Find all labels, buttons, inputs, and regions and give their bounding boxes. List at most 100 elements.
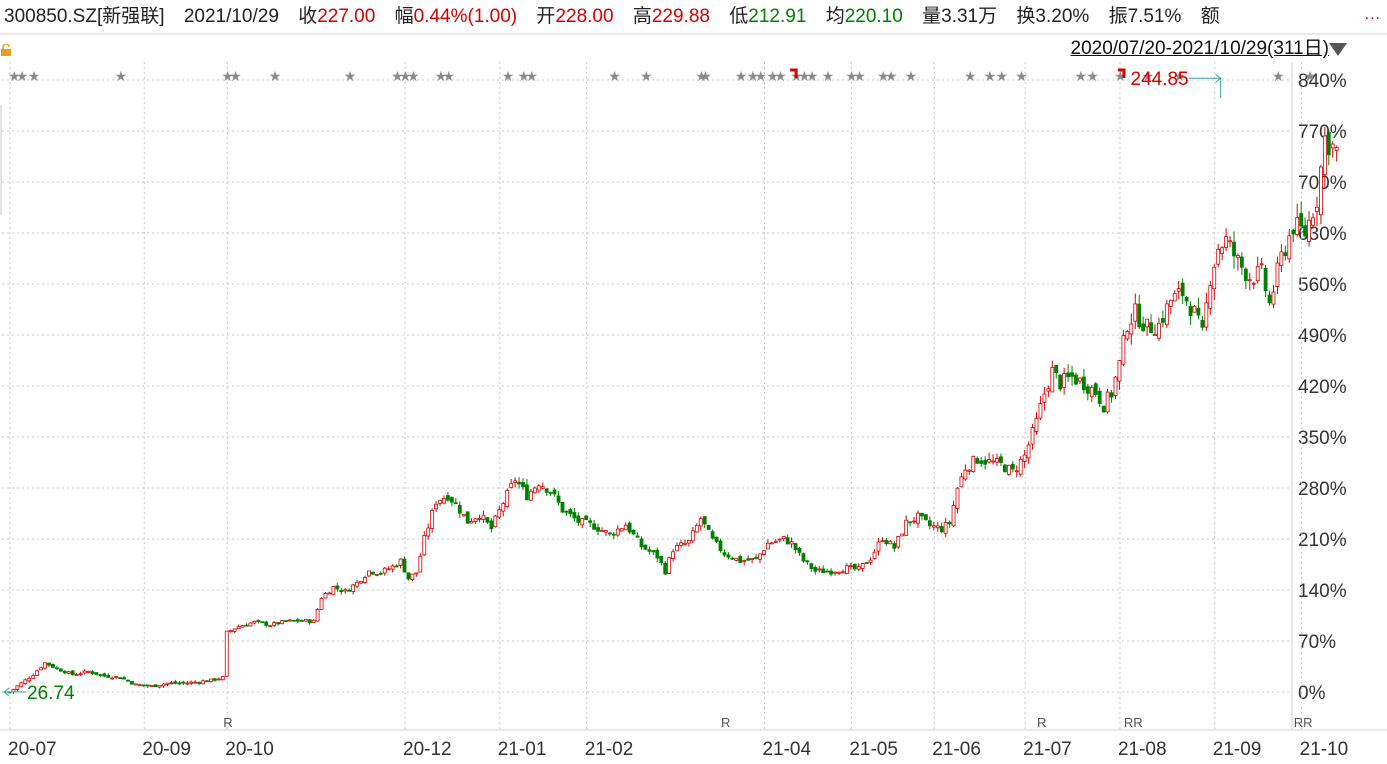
candle-body: [363, 577, 367, 583]
more-options-icon[interactable]: ...: [1364, 6, 1381, 23]
candle-body: [493, 515, 498, 528]
candle-body: [710, 531, 715, 539]
candle-body: [31, 675, 36, 679]
candle-body: [631, 529, 636, 535]
candle-body: [212, 678, 217, 681]
candle-body: [106, 675, 111, 678]
candle-body: [1204, 302, 1209, 328]
candle-body: [422, 535, 427, 556]
candle-body: [892, 543, 897, 549]
candle-body: [908, 521, 912, 524]
low-value: 212.91: [748, 6, 807, 27]
y-tick-label: 840%: [1298, 71, 1347, 92]
candle-body: [446, 495, 450, 501]
x-tick-label: 20-10: [225, 739, 274, 760]
candle-body: [1259, 263, 1264, 266]
candle-body: [690, 530, 695, 542]
date-range-selector[interactable]: 2020/07/20-2021/10/29(311日): [1070, 38, 1329, 59]
candle-body: [1299, 213, 1304, 227]
candle-body: [1188, 306, 1193, 317]
candle-body: [920, 512, 924, 517]
candle-body: [1247, 279, 1252, 282]
candle-body: [406, 572, 411, 580]
candle-body: [560, 501, 565, 513]
candle-body: [1180, 282, 1185, 296]
candle-body: [1255, 265, 1260, 282]
event-star-icon: ★: [964, 69, 977, 85]
candle-body: [1283, 252, 1288, 257]
candle-body: [845, 565, 849, 574]
lock-icon[interactable]: [0, 44, 12, 56]
candle-body: [651, 550, 656, 553]
candle-body: [477, 518, 482, 520]
candle-body: [841, 571, 845, 574]
candle-body: [1101, 405, 1106, 413]
candle-body: [825, 570, 830, 573]
candle-body: [746, 558, 751, 561]
candle-body: [900, 533, 905, 537]
event-star-icon: ★: [1272, 69, 1285, 85]
candle-body: [509, 483, 514, 488]
candle-body: [995, 458, 999, 463]
candle-body: [1236, 255, 1240, 259]
event-star-icon: ★: [1075, 69, 1088, 85]
candle-body: [1330, 143, 1335, 149]
candle-body: [766, 542, 770, 550]
candle-body: [55, 667, 59, 670]
candle-body: [264, 621, 269, 626]
candle-body: [173, 681, 178, 684]
candle-body: [805, 560, 810, 563]
candle-body: [181, 681, 186, 684]
candle-body: [1046, 388, 1051, 392]
candle-body: [568, 509, 573, 515]
candle-body: [1153, 333, 1157, 337]
candle-body: [1287, 235, 1292, 260]
event-star-icon: ★: [1086, 69, 1099, 85]
candle-body: [232, 628, 237, 632]
candle-body: [762, 550, 766, 555]
candle-body: [876, 541, 881, 552]
event-star-icon: ★: [695, 69, 708, 85]
candle-body: [469, 521, 474, 524]
candle-body: [145, 684, 150, 687]
candle-body: [1168, 299, 1173, 307]
candle-body: [177, 682, 182, 685]
candle-body: [1058, 374, 1063, 390]
candle-body: [1022, 454, 1027, 462]
candle-body: [1243, 268, 1248, 281]
candle-body: [517, 481, 521, 485]
candle-body: [947, 521, 952, 525]
candle-body: [687, 539, 691, 544]
candle-body: [1311, 217, 1315, 226]
candle-body: [1082, 376, 1086, 391]
candle-body: [268, 625, 273, 628]
candle-body: [600, 530, 604, 532]
candle-body: [224, 630, 229, 677]
candle-body: [1192, 305, 1197, 313]
candle-body: [955, 487, 960, 509]
candle-body: [398, 558, 403, 566]
candle-body: [714, 536, 719, 542]
candle-body: [90, 671, 95, 674]
turnover-value: 3.20%: [1035, 6, 1090, 27]
candle-body: [228, 629, 233, 633]
candle-body: [1228, 240, 1232, 243]
candle-body: [335, 585, 340, 590]
candle-body: [623, 524, 628, 531]
candle-body: [1014, 470, 1019, 473]
candle-body: [521, 482, 525, 487]
candle-body: [1271, 291, 1276, 305]
event-star-icon: ★: [774, 69, 787, 85]
dropdown-triangle-icon[interactable]: [1329, 43, 1347, 56]
open-label: 开: [536, 6, 556, 27]
candle-body: [98, 674, 103, 676]
candle-body: [655, 549, 660, 559]
candle-body: [434, 503, 439, 510]
candle-body: [315, 609, 320, 622]
candle-body: [667, 557, 672, 575]
candle-body: [1263, 267, 1268, 292]
turnover-label: 换: [1016, 6, 1036, 27]
candle-body: [564, 510, 569, 513]
candle-body: [975, 458, 980, 464]
